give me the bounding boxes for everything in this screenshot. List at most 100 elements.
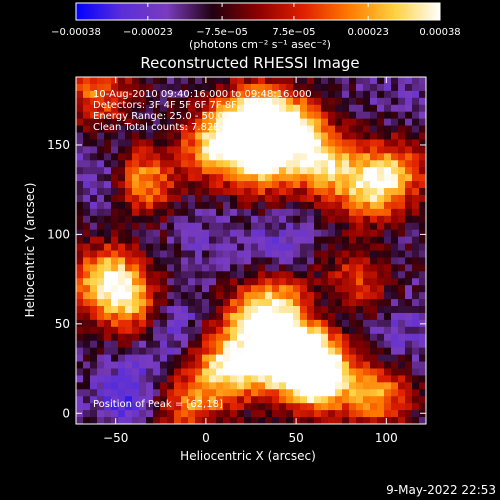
heatmap-cell bbox=[230, 215, 238, 224]
heatmap-cell bbox=[223, 271, 231, 279]
heatmap-cell bbox=[139, 243, 147, 252]
heatmap-cell bbox=[342, 118, 350, 127]
heatmap-cell bbox=[195, 181, 203, 189]
heatmap-cell bbox=[258, 299, 266, 307]
heatmap-cell bbox=[188, 333, 196, 342]
heatmap-cell bbox=[314, 167, 322, 175]
heatmap-cell bbox=[83, 188, 91, 196]
heatmap-cell bbox=[188, 417, 196, 424]
heatmap-cell bbox=[188, 361, 196, 370]
heatmap-cell bbox=[335, 111, 343, 120]
heatmap-cell bbox=[153, 132, 161, 141]
heatmap-cell bbox=[97, 194, 105, 203]
heatmap-cell bbox=[307, 167, 315, 175]
heatmap-cell bbox=[202, 194, 210, 203]
heatmap-cell bbox=[111, 257, 119, 265]
heatmap-cell bbox=[139, 181, 147, 189]
heatmap-cell bbox=[181, 306, 189, 314]
heatmap-cell bbox=[83, 375, 91, 383]
heatmap-cell bbox=[104, 396, 112, 404]
heatmap-cell bbox=[104, 285, 112, 293]
heatmap-cell bbox=[223, 90, 231, 99]
heatmap-cell bbox=[377, 333, 385, 342]
heatmap-cell bbox=[160, 410, 168, 418]
heatmap-cell bbox=[293, 132, 301, 141]
heatmap-cell bbox=[293, 264, 301, 272]
heatmap-cell bbox=[237, 174, 245, 182]
heatmap-cell bbox=[321, 243, 329, 252]
heatmap-cell bbox=[293, 160, 301, 168]
heatmap-cell bbox=[153, 361, 161, 370]
heatmap-cell bbox=[384, 208, 392, 217]
heatmap-cell bbox=[272, 368, 280, 377]
heatmap-cell bbox=[104, 389, 112, 397]
heatmap-cell bbox=[405, 174, 413, 182]
heatmap-cell bbox=[216, 312, 224, 321]
heatmap-cell bbox=[370, 271, 378, 279]
heatmap-cell bbox=[209, 208, 217, 217]
heatmap-cell bbox=[314, 333, 322, 342]
heatmap-cell bbox=[265, 125, 273, 134]
heatmap-cell bbox=[160, 229, 168, 238]
heatmap-cell bbox=[391, 97, 399, 106]
heatmap-cell bbox=[286, 312, 294, 321]
heatmap-cell bbox=[111, 97, 119, 106]
heatmap-cell bbox=[111, 146, 119, 154]
heatmap-cell bbox=[216, 319, 224, 328]
heatmap-cell bbox=[349, 236, 357, 245]
heatmap-cell bbox=[97, 264, 105, 272]
heatmap-cell bbox=[111, 181, 119, 189]
heatmap-cell bbox=[286, 375, 294, 383]
heatmap-cell bbox=[167, 417, 175, 424]
heatmap-cell bbox=[363, 194, 371, 203]
heatmap-cell bbox=[237, 306, 245, 314]
heatmap-cell bbox=[412, 104, 420, 113]
heatmap-cell bbox=[104, 160, 112, 168]
heatmap-cell bbox=[139, 90, 147, 99]
heatmap-cell bbox=[181, 153, 189, 161]
heatmap-cell bbox=[363, 257, 371, 265]
heatmap-cell bbox=[125, 264, 133, 272]
heatmap-cell bbox=[167, 188, 175, 196]
heatmap-cell bbox=[216, 243, 224, 252]
heatmap-cell bbox=[167, 222, 175, 231]
heatmap-cell bbox=[83, 333, 91, 342]
heatmap-cell bbox=[132, 188, 140, 196]
heatmap-cell bbox=[132, 264, 140, 272]
heatmap-cell bbox=[384, 167, 392, 175]
heatmap-cell bbox=[230, 271, 238, 279]
heatmap-cell bbox=[356, 354, 364, 363]
heatmap-cell bbox=[356, 229, 364, 238]
heatmap-cell bbox=[405, 215, 413, 224]
heatmap-cell bbox=[328, 90, 336, 99]
heatmap-cell bbox=[83, 132, 91, 141]
heatmap-cell bbox=[279, 306, 287, 314]
heatmap-cell bbox=[111, 132, 119, 141]
heatmap-cell bbox=[356, 153, 364, 161]
colorbar-tick-label: −0.00023 bbox=[123, 27, 173, 38]
heatmap-cell bbox=[111, 264, 119, 272]
heatmap-cell bbox=[139, 77, 147, 85]
heatmap-cell bbox=[167, 132, 175, 141]
heatmap-cell bbox=[342, 326, 350, 335]
heatmap-cell bbox=[160, 368, 168, 377]
heatmap-cell bbox=[384, 354, 392, 363]
heatmap-cell bbox=[132, 271, 140, 279]
heatmap-cell bbox=[279, 285, 287, 293]
heatmap-cell bbox=[90, 271, 98, 279]
heatmap-cell bbox=[307, 229, 315, 238]
heatmap-cell bbox=[174, 97, 182, 106]
heatmap-cell bbox=[279, 243, 287, 252]
heatmap-cell bbox=[328, 236, 336, 245]
heatmap-cell bbox=[398, 271, 406, 279]
heatmap-cell bbox=[202, 167, 210, 175]
heatmap-cell bbox=[377, 243, 385, 252]
heatmap-cell bbox=[258, 215, 266, 224]
heatmap-cell bbox=[83, 271, 91, 279]
heatmap-cell bbox=[412, 229, 420, 238]
heatmap-cell bbox=[209, 389, 217, 397]
heatmap-cell bbox=[370, 361, 378, 370]
heatmap-cell bbox=[97, 174, 105, 182]
heatmap-cell bbox=[202, 90, 210, 99]
heatmap-cell bbox=[237, 77, 245, 85]
